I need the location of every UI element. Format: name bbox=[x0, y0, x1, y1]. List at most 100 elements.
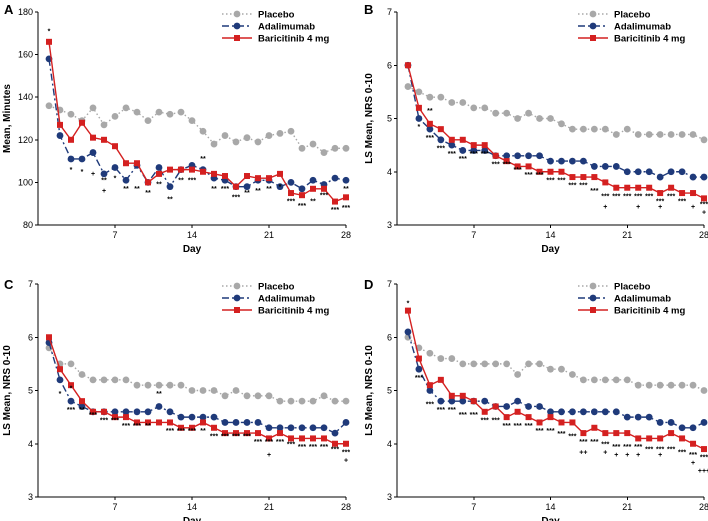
legend-marker bbox=[589, 22, 597, 30]
significance-marker: *** bbox=[342, 449, 350, 456]
data-point bbox=[221, 392, 229, 400]
significance-marker: *** bbox=[221, 186, 229, 193]
data-point bbox=[634, 168, 642, 176]
x-tick-label: 28 bbox=[699, 502, 708, 512]
significance-marker: ** bbox=[244, 190, 250, 197]
data-point bbox=[134, 419, 140, 426]
data-point bbox=[320, 392, 328, 400]
significance-marker: *** bbox=[689, 452, 697, 459]
data-point bbox=[46, 334, 52, 341]
data-point bbox=[188, 413, 196, 421]
significance-marker: ** bbox=[123, 186, 129, 193]
data-point bbox=[232, 419, 240, 426]
significance-marker: *** bbox=[309, 444, 317, 451]
data-point bbox=[481, 397, 489, 405]
data-point bbox=[276, 397, 284, 405]
data-point bbox=[210, 387, 218, 394]
y-tick-label: 3 bbox=[28, 492, 33, 502]
significance-marker: *** bbox=[601, 441, 609, 448]
data-point bbox=[331, 429, 339, 437]
significance-marker: *** bbox=[254, 439, 262, 446]
data-point bbox=[67, 360, 75, 368]
data-point bbox=[623, 168, 631, 176]
data-point bbox=[404, 307, 411, 314]
data-point bbox=[690, 440, 697, 447]
data-point bbox=[623, 125, 631, 133]
series-line bbox=[48, 342, 347, 434]
data-point bbox=[536, 168, 543, 175]
data-point bbox=[514, 371, 522, 378]
data-point bbox=[89, 376, 97, 384]
y-axis-title: Mean, Minutes bbox=[2, 84, 13, 153]
series-adalimumab bbox=[45, 339, 350, 437]
data-point bbox=[210, 140, 218, 148]
data-point bbox=[437, 136, 445, 144]
data-point bbox=[155, 403, 163, 410]
data-point bbox=[189, 166, 195, 173]
significance-marker: *** bbox=[426, 401, 434, 408]
data-point bbox=[569, 125, 576, 133]
data-point bbox=[331, 397, 339, 405]
significance-marker: *** bbox=[503, 423, 511, 430]
significance-marker: *** bbox=[470, 151, 478, 158]
data-point bbox=[266, 435, 272, 442]
y-tick-label: 5 bbox=[28, 386, 33, 396]
data-point bbox=[646, 435, 653, 442]
data-point bbox=[700, 136, 708, 144]
data-point bbox=[89, 104, 97, 112]
series-baricitinib-4-mg bbox=[46, 38, 349, 205]
significance-marker: * bbox=[70, 167, 73, 174]
significance-marker: ** bbox=[200, 156, 206, 163]
data-point bbox=[89, 149, 97, 156]
data-point bbox=[668, 184, 675, 191]
significance-marker: *** bbox=[557, 177, 565, 184]
data-point bbox=[111, 376, 119, 384]
significance-marker: ** bbox=[134, 186, 140, 193]
data-point bbox=[342, 144, 350, 152]
significance-marker: ** bbox=[343, 186, 349, 193]
data-point bbox=[701, 446, 707, 453]
data-point bbox=[634, 131, 642, 138]
series-line bbox=[48, 347, 346, 402]
significance-marker: + bbox=[658, 452, 662, 459]
significance-marker: *** bbox=[645, 447, 653, 454]
data-point bbox=[448, 136, 455, 143]
data-point bbox=[591, 174, 598, 181]
data-point bbox=[547, 408, 554, 416]
data-point bbox=[590, 125, 598, 133]
legend-label: Baricitinib 4 mg bbox=[614, 306, 685, 317]
significance-marker: *** bbox=[634, 444, 642, 451]
significance-marker: *** bbox=[623, 193, 631, 200]
series-baricitinib-4-mg bbox=[46, 334, 349, 447]
x-tick-label: 7 bbox=[112, 230, 117, 240]
data-point bbox=[232, 387, 240, 394]
legend-marker bbox=[233, 22, 241, 30]
data-point bbox=[481, 104, 489, 112]
y-tick-label: 80 bbox=[23, 220, 33, 230]
significance-marker: *** bbox=[448, 151, 456, 158]
data-point bbox=[309, 176, 317, 184]
data-point bbox=[100, 121, 108, 129]
data-point bbox=[309, 140, 317, 148]
significance-marker: *** bbox=[535, 172, 543, 179]
data-point bbox=[112, 143, 118, 150]
significance-marker: *** bbox=[535, 428, 543, 435]
data-point bbox=[579, 125, 587, 133]
x-axis-title: Day bbox=[183, 244, 202, 255]
data-point bbox=[547, 168, 554, 175]
significance-marker: + bbox=[603, 449, 607, 456]
data-point bbox=[298, 397, 306, 405]
data-point bbox=[459, 99, 467, 106]
y-tick-label: 5 bbox=[387, 114, 392, 124]
data-point bbox=[426, 382, 433, 389]
data-point bbox=[514, 152, 522, 160]
significance-marker: + bbox=[344, 457, 348, 464]
data-point bbox=[481, 142, 488, 149]
data-point bbox=[536, 360, 543, 368]
significance-marker: *** bbox=[503, 161, 511, 168]
data-point bbox=[623, 376, 631, 384]
data-point bbox=[133, 381, 141, 389]
y-tick-label: 140 bbox=[18, 92, 33, 102]
significance-marker: *** bbox=[287, 199, 295, 206]
